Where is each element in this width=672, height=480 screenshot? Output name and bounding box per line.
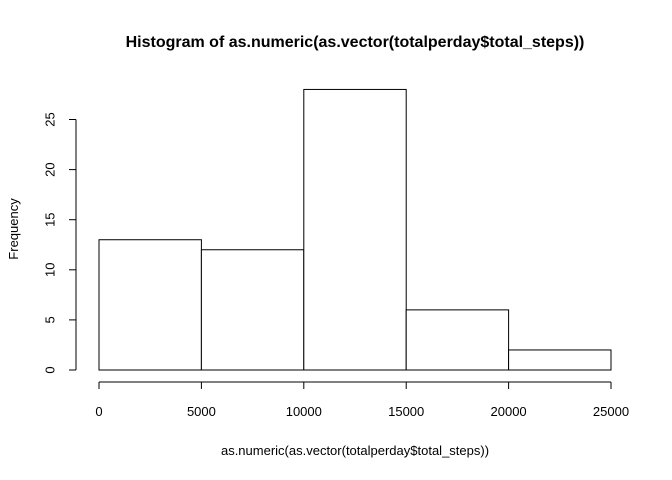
y-tick-label: 10 xyxy=(43,263,58,277)
y-tick-label: 5 xyxy=(43,316,58,323)
histogram-bar-3 xyxy=(303,88,407,371)
histogram-bar-2 xyxy=(200,249,305,371)
x-tick-label: 20000 xyxy=(491,404,527,419)
bars-group xyxy=(98,88,612,371)
x-tick-label: 15000 xyxy=(388,404,424,419)
x-tick-label: 25000 xyxy=(593,404,629,419)
x-tick-label: 5000 xyxy=(187,404,216,419)
histogram-bar-5 xyxy=(508,349,612,371)
histogram-bar-4 xyxy=(405,309,510,371)
y-axis: 0 5 10 15 20 25 xyxy=(43,112,77,374)
x-tick-label: 10000 xyxy=(286,404,322,419)
y-axis-label: Frequency xyxy=(6,198,21,260)
x-axis-label: as.numeric(as.vector(totalperday$total_s… xyxy=(221,443,489,458)
y-tick-label: 20 xyxy=(43,162,58,176)
y-tick-label: 25 xyxy=(43,112,58,126)
chart-title: Histogram of as.numeric(as.vector(totalp… xyxy=(126,34,585,51)
histogram-bar-1 xyxy=(98,239,202,371)
y-tick-label: 0 xyxy=(43,366,58,373)
y-tick-label: 15 xyxy=(43,212,58,226)
x-axis: 0 5000 10000 15000 20000 25000 xyxy=(95,381,629,419)
x-tick-label: 0 xyxy=(95,404,102,419)
